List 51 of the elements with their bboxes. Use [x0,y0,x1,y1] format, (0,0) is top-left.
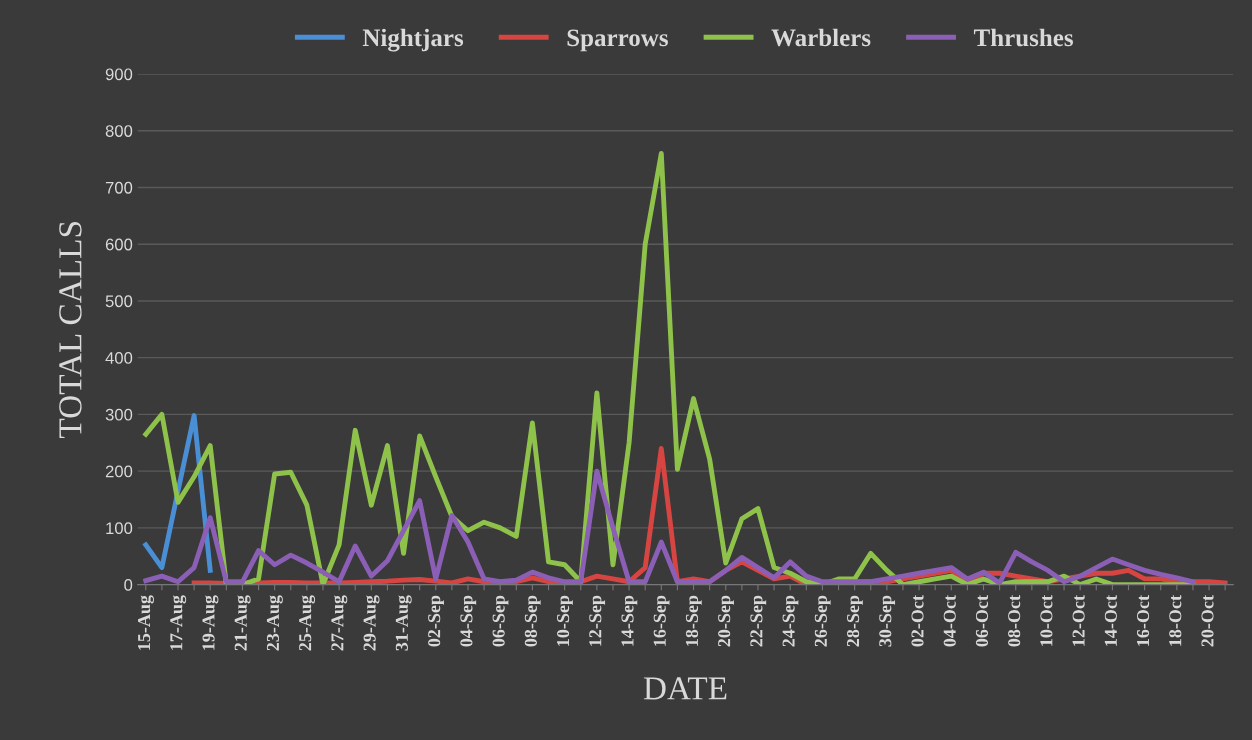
x-tick-label: 14-Sep [621,595,638,646]
x-tick-label: 30-Sep [879,595,896,647]
x-tick-label: 15-Aug [138,595,154,650]
x-tick-label: 18-Sep [685,595,702,646]
x-tick-label: 23-Aug [266,595,283,651]
y-tick-label: 300 [105,408,133,421]
legend-label: Sparrows [567,29,668,52]
x-tick-label: 27-Aug [331,595,348,651]
x-tick-label: 28-Sep [846,595,863,647]
x-tick-label: 29-Aug [363,595,380,651]
y-tick-label: 200 [105,465,133,478]
y-tick-label: 700 [105,181,133,194]
legend-label: Warblers [771,28,871,47]
x-tick-label: 20-Oct [1201,595,1214,647]
x-tick-label: 10-Oct [1040,595,1053,646]
y-tick-label: 800 [105,125,133,137]
y-tick-label: 400 [105,352,133,364]
y-tick-label: 600 [105,238,133,251]
x-tick-label: 12-Sep [589,595,606,646]
x-tick-label: 17-Aug [170,595,187,650]
x-tick-label: 24-Sep [782,595,799,647]
x-tick-label: 18-Oct [1169,595,1182,646]
x-tick-label: 21-Aug [234,595,251,651]
x-tick-label: 20-Sep [718,595,734,647]
x-tick-label: 04-Oct [943,595,956,647]
x-tick-label: 25-Aug [299,595,316,651]
y-tick-label: 0 [124,579,133,591]
x-tick-label: 10-Sep [556,595,573,646]
line-series [143,468,1196,585]
x-tick-label: 02-Oct [911,595,924,647]
x-tick-label: 16-Oct [1137,595,1150,646]
x-tick-label: 19-Aug [202,595,219,650]
y-tick-label: 900 [105,68,133,81]
x-tick-label: 16-Sep [653,595,670,646]
x-tick-label: 14-Oct [1104,595,1117,646]
y-tick-label: 100 [106,522,133,535]
y-axis-title: TOTAL CALLS [59,222,82,439]
x-tick-label: 12-Oct [1072,595,1085,646]
x-tick-label: 22-Sep [750,595,767,647]
x-axis-title: DATE [643,677,727,700]
x-tick-label: 08-Sep [524,595,541,647]
x-tick-label: 06-Oct [975,595,989,647]
x-tick-label: 31-Aug [395,595,412,651]
x-tick-label: 06-Sep [492,595,509,647]
x-tick-label: 08-Oct [1008,595,1021,647]
x-tick-label: 02-Sep [428,595,444,647]
x-tick-label: 26-Sep [814,595,831,647]
x-tick-label: 04-Sep [460,595,477,647]
legend-label: Thrushes [973,28,1073,47]
legend-label: Nightjars [362,28,464,52]
y-tick-label: 500 [105,295,133,308]
